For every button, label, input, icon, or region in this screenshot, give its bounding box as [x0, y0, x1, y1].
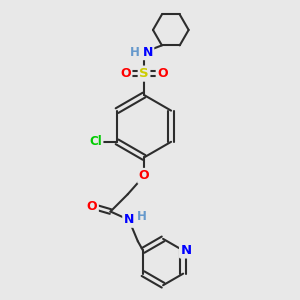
Text: Cl: Cl [89, 135, 102, 148]
Text: N: N [181, 244, 192, 257]
Text: O: O [87, 200, 98, 213]
Text: O: O [157, 67, 168, 80]
Text: N: N [142, 46, 153, 59]
Text: O: O [120, 67, 131, 80]
Text: H: H [137, 210, 147, 224]
Text: H: H [130, 46, 140, 59]
Text: S: S [139, 67, 149, 80]
Text: N: N [124, 213, 134, 226]
Text: O: O [139, 169, 149, 182]
